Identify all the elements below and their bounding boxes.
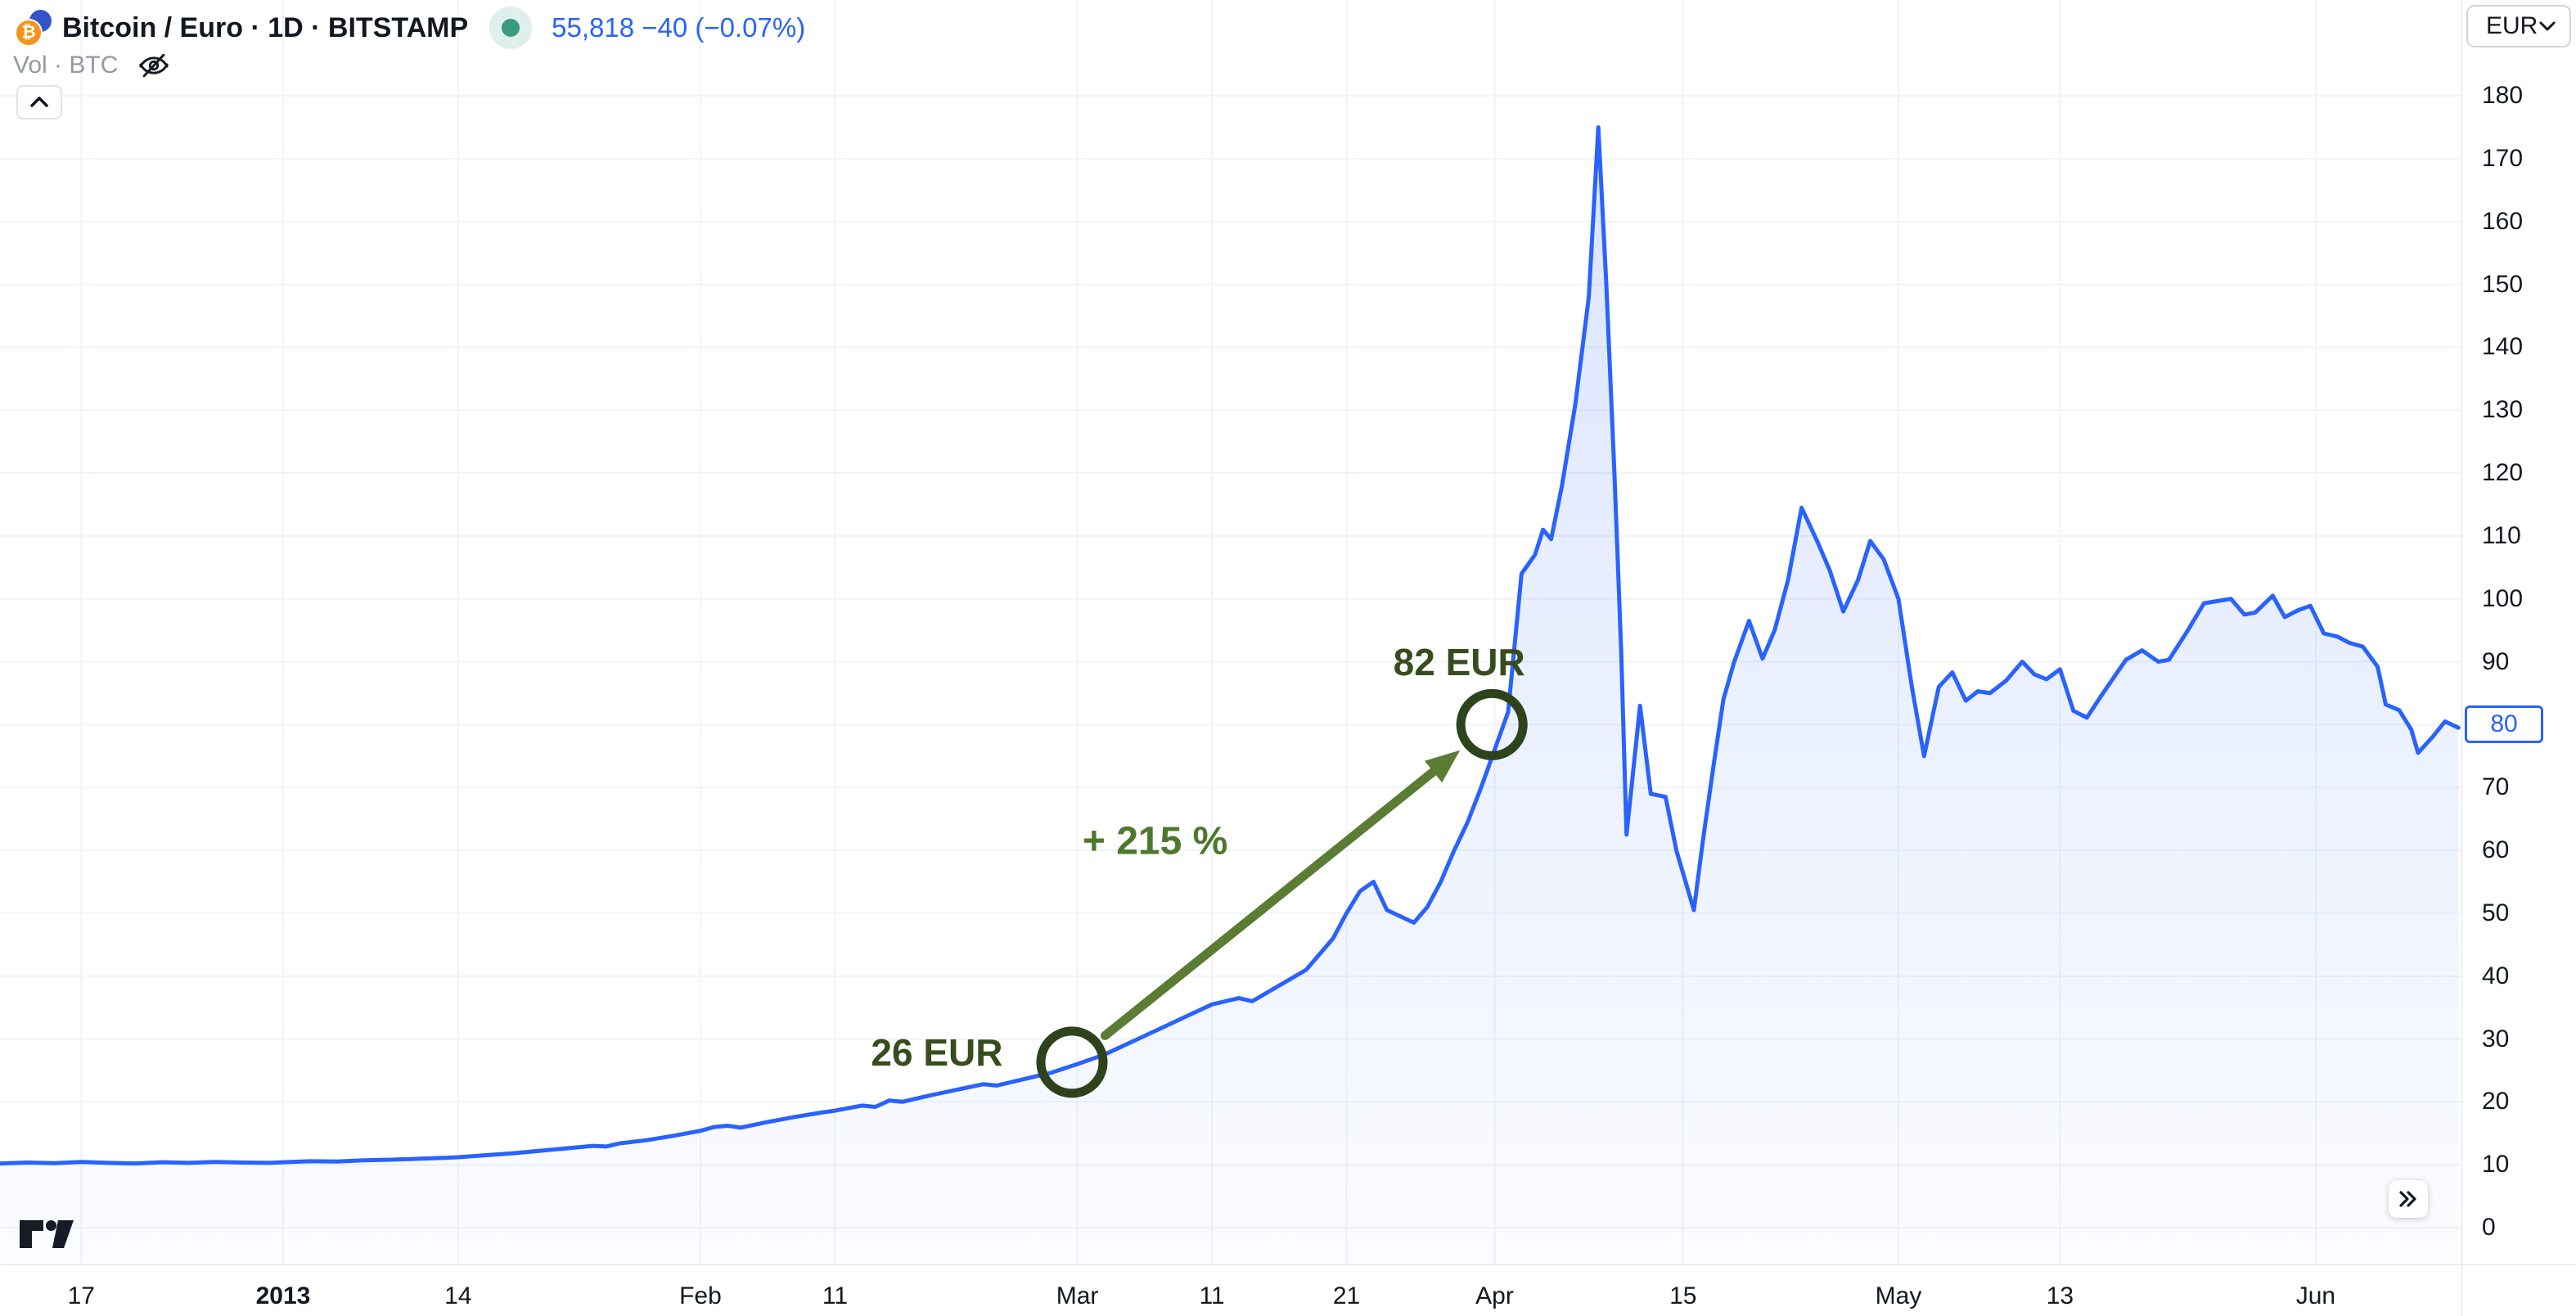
- price-tick-label: 110: [2482, 521, 2521, 549]
- symbol-legend: ₿ Bitcoin / Euro · 1D · BITSTAMP 55,818 …: [13, 7, 805, 49]
- price-tick-label: 20: [2482, 1088, 2510, 1115]
- price-scale-divider: [2461, 0, 2462, 1316]
- annotation-end-price-label[interactable]: 82 EUR: [1393, 641, 1525, 684]
- price-tick-label: 50: [2482, 899, 2510, 926]
- btc-eur-pair-icon: ₿: [13, 10, 56, 47]
- price-tick-label: 70: [2482, 773, 2510, 801]
- time-tick-label: 2013: [255, 1282, 311, 1309]
- time-tick-label: Jun: [2295, 1282, 2336, 1309]
- scroll-to-latest-button[interactable]: [2389, 1180, 2428, 1218]
- double-chevron-right-icon: [2397, 1188, 2420, 1210]
- bitcoin-icon: ₿: [15, 19, 43, 47]
- price-tick-label: 40: [2482, 962, 2510, 989]
- market-status-dot[interactable]: [489, 7, 533, 49]
- price-tick-label: 120: [2482, 459, 2524, 487]
- last-price-badge: 80: [2465, 705, 2543, 744]
- time-scale[interactable]: 17 2013 14 Feb 11 Mar 11 21 Apr 15 May 13 Jun: [0, 1265, 2576, 1316]
- volume-indicator-label[interactable]: Vol · BTC: [13, 52, 119, 79]
- price-tick-label: 90: [2482, 647, 2510, 675]
- last-quote-text: 55,818 −40 (−0.07%): [552, 12, 806, 43]
- time-tick-label: 15: [1669, 1282, 1697, 1309]
- price-tick-label: 170: [2482, 144, 2524, 172]
- market-status-core: [502, 19, 520, 37]
- price-scale-currency-dropdown[interactable]: EUR: [2466, 5, 2571, 47]
- time-tick-label: 21: [1332, 1282, 1361, 1309]
- price-tick-label: 60: [2482, 836, 2510, 864]
- price-tick-label: 160: [2482, 207, 2524, 235]
- annotation-start-price-label[interactable]: 26 EUR: [871, 1030, 1003, 1074]
- price-tick-label: 130: [2482, 396, 2524, 424]
- eye-off-icon: [136, 47, 172, 83]
- time-tick-label: Apr: [1475, 1282, 1514, 1309]
- time-tick-label: 14: [444, 1282, 472, 1309]
- indicator-visibility-toggle[interactable]: [136, 47, 172, 83]
- symbol-title[interactable]: Bitcoin / Euro · 1D · BITSTAMP: [62, 11, 469, 43]
- price-tick-label: 10: [2482, 1151, 2510, 1179]
- tradingview-logo[interactable]: [20, 1219, 77, 1251]
- time-tick-label: 11: [822, 1282, 849, 1309]
- time-tick-label: May: [1875, 1282, 1922, 1309]
- price-tick-label: 0: [2482, 1214, 2496, 1241]
- gridlines: [0, 0, 2461, 1264]
- annotation-percent-change-label[interactable]: + 215 %: [1082, 819, 1228, 863]
- price-scale[interactable]: 0 10 20 30 40 50 60 70 80 90 100 110 120 130 140 150 160…: [2462, 0, 2576, 1264]
- price-series: [0, 125, 2461, 1264]
- indicator-legend: Vol · BTC: [13, 47, 172, 83]
- time-tick-label: 11: [1199, 1282, 1225, 1309]
- time-tick-label: 13: [2046, 1282, 2074, 1309]
- collapse-legend-button[interactable]: [16, 85, 62, 119]
- price-tick-label: 180: [2482, 82, 2524, 110]
- time-tick-label: Mar: [1056, 1282, 1099, 1309]
- chevron-up-icon: [27, 93, 52, 111]
- time-tick-label: Feb: [679, 1282, 722, 1309]
- chevron-down-icon: [2538, 20, 2557, 33]
- price-tick-label: 140: [2482, 333, 2524, 361]
- price-tick-label: 100: [2482, 584, 2524, 612]
- time-scale-divider: [0, 1264, 2576, 1265]
- price-tick-label: 30: [2482, 1025, 2510, 1052]
- price-tick-label: 150: [2482, 270, 2524, 298]
- trend-arrow-drawing[interactable]: [1036, 688, 1528, 1098]
- time-tick-label: 17: [67, 1282, 95, 1309]
- currency-label: EUR: [2486, 12, 2538, 39]
